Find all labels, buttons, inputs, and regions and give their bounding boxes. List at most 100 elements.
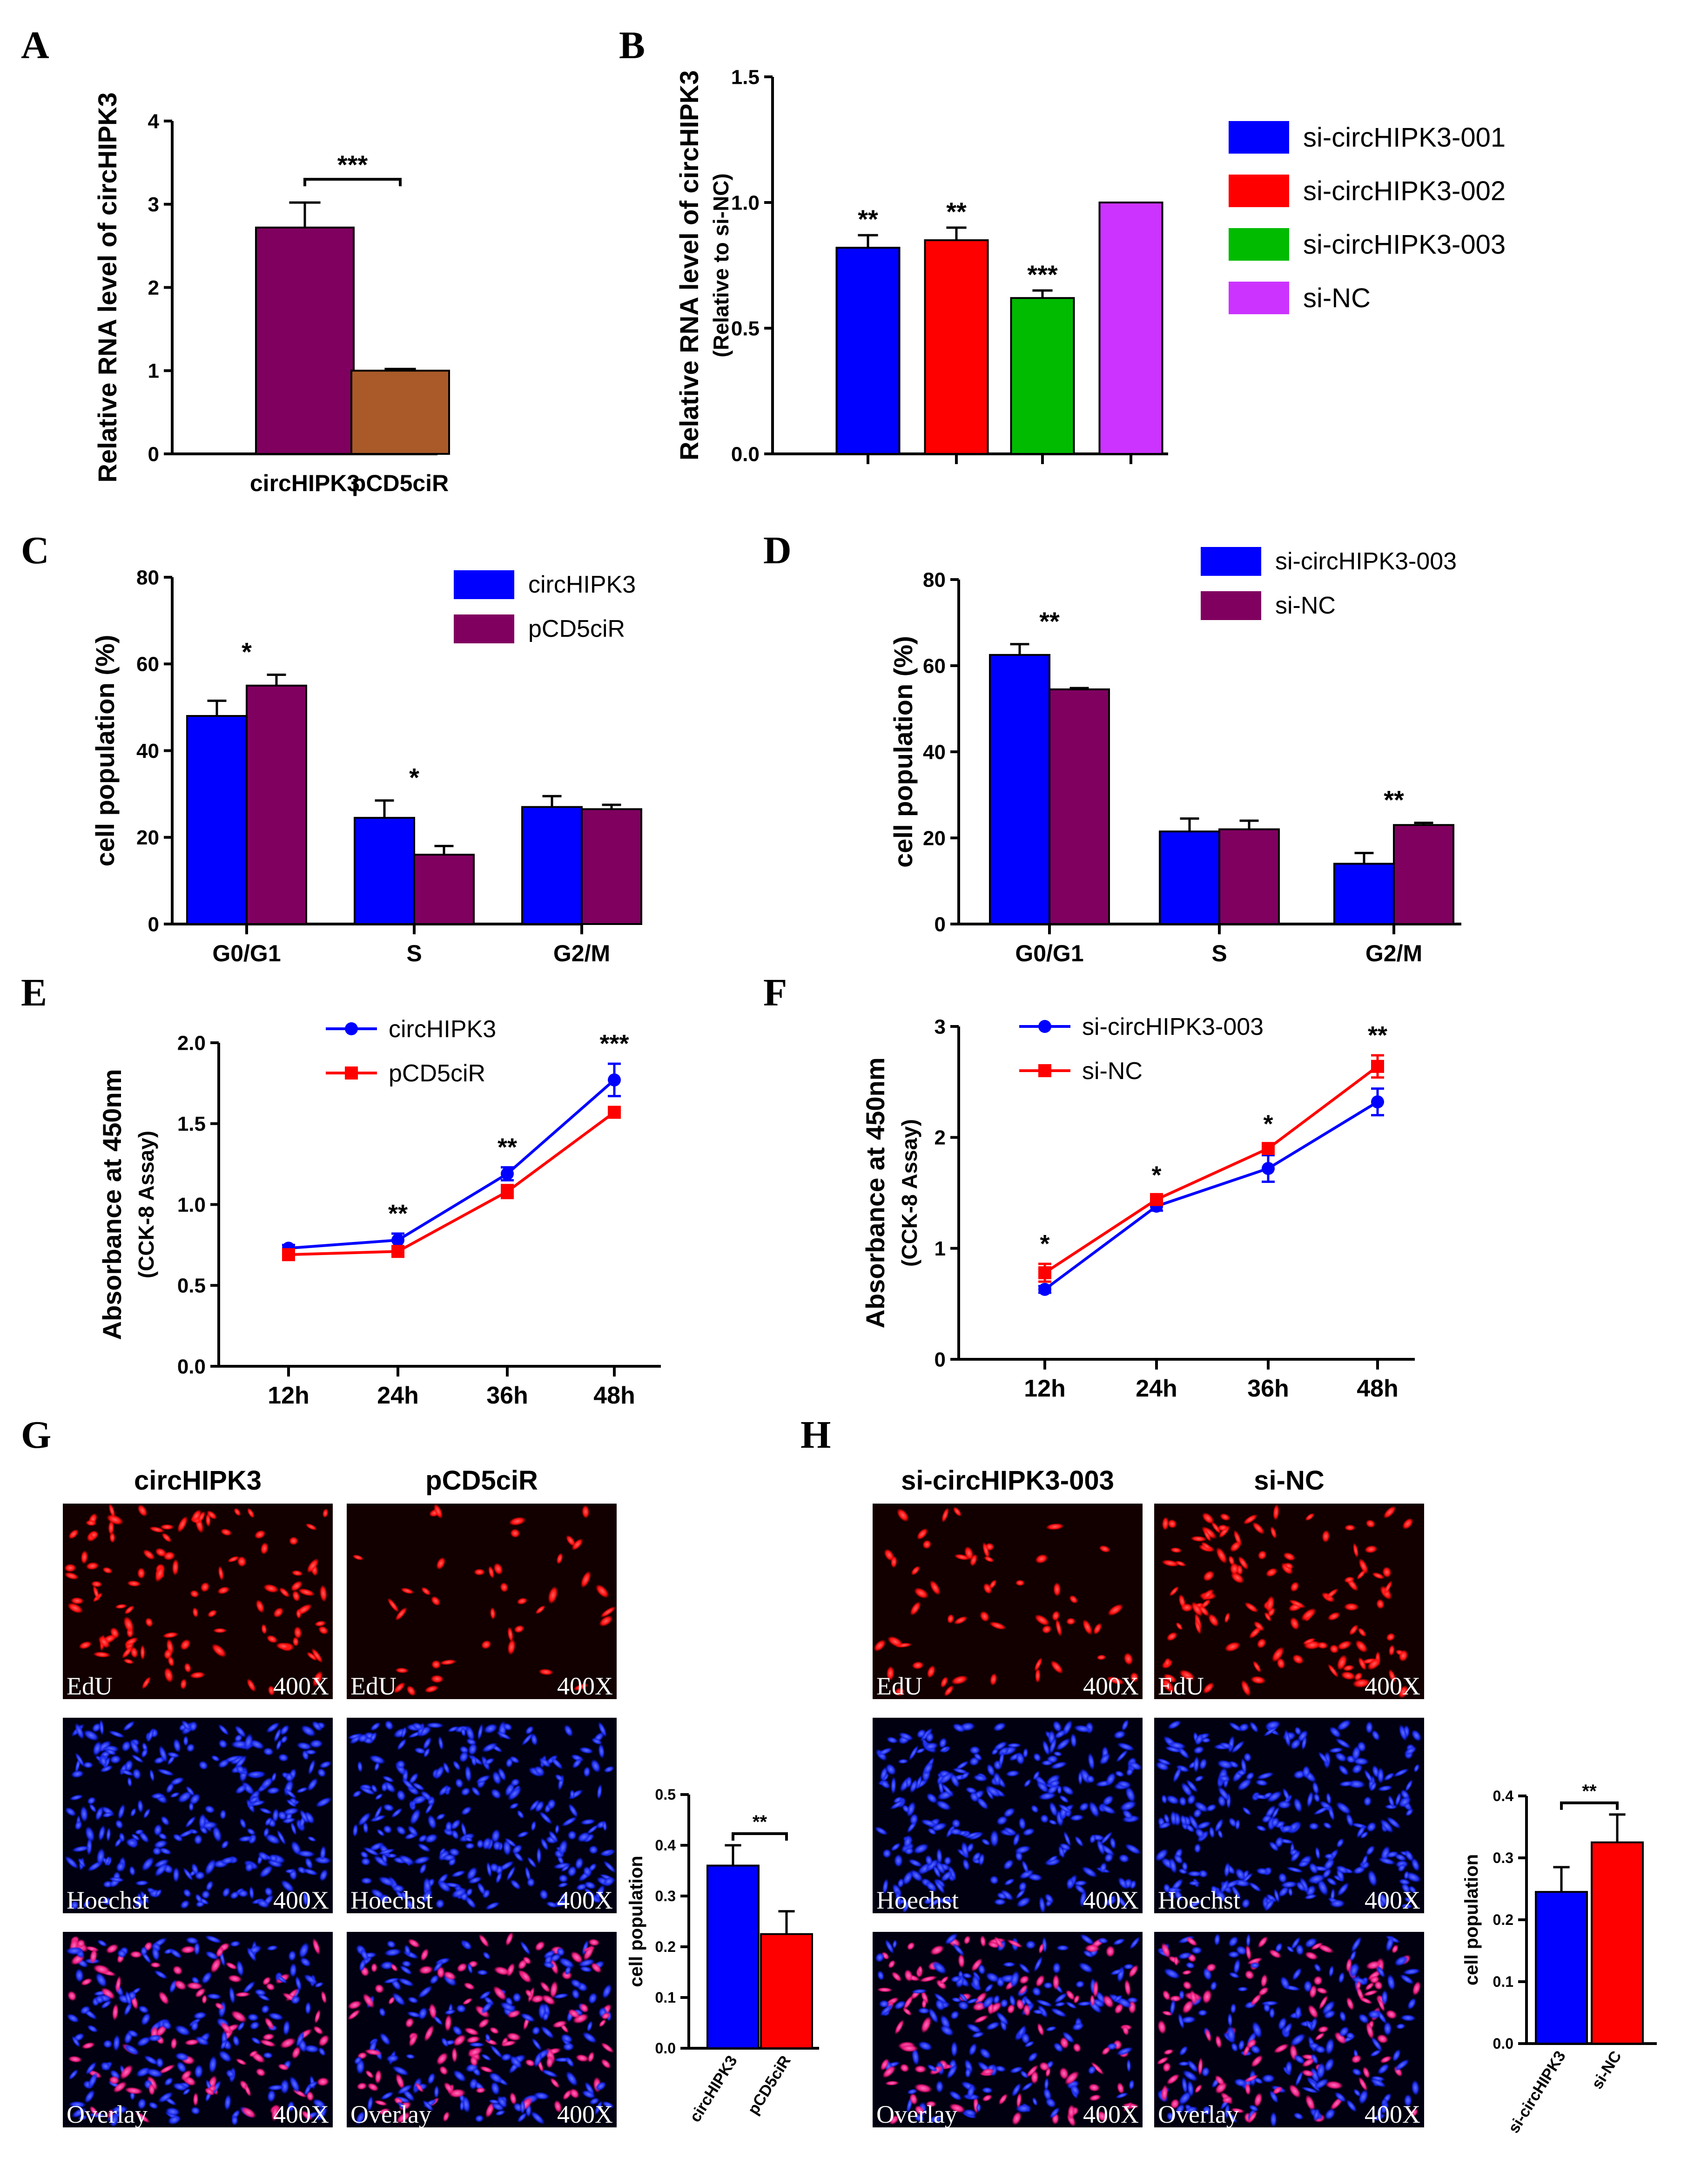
- cell-nucleus: [601, 2012, 611, 2020]
- significance-stars: **: [388, 1200, 408, 1228]
- cell-nucleus: [928, 2007, 939, 2024]
- y-tick-label: 2: [935, 1127, 946, 1149]
- bar-circHIPK3: [255, 226, 355, 455]
- cell-nucleus: [542, 2011, 549, 2022]
- cell-nucleus: [982, 1995, 995, 2009]
- micrograph-overlay: [63, 1932, 333, 2127]
- cell-nucleus: [1370, 1781, 1377, 1792]
- y-tick-label: 0.0: [731, 443, 760, 466]
- cell-nucleus: [527, 1856, 537, 1869]
- cell-nucleus: [951, 1997, 962, 2003]
- cell-nucleus: [981, 2087, 993, 2094]
- cell-nucleus: [1231, 1740, 1245, 1754]
- cell-nucleus: [1058, 1803, 1073, 1814]
- cell-nucleus: [459, 2100, 464, 2112]
- cell-nucleus: [1367, 1869, 1378, 1887]
- cell-nucleus: [1103, 1897, 1117, 1906]
- cell-nucleus: [1270, 1526, 1277, 1539]
- cell-nucleus: [347, 2009, 361, 2020]
- y-tick-label: 1.5: [177, 1113, 206, 1135]
- cell-nucleus: [478, 1934, 490, 1948]
- cell-nucleus: [132, 1768, 141, 1780]
- cell-nucleus: [1194, 1775, 1204, 1782]
- cell-nucleus: [1336, 1838, 1345, 1848]
- cell-nucleus: [909, 1779, 918, 1794]
- cell-nucleus: [874, 1826, 888, 1836]
- cell-nucleus: [517, 2112, 527, 2123]
- cell-nucleus: [1327, 1664, 1339, 1678]
- cell-nucleus: [591, 1737, 603, 1745]
- cell-nucleus: [598, 1743, 605, 1759]
- cell-nucleus: [1215, 2035, 1222, 2049]
- cell-nucleus: [1099, 1804, 1116, 1815]
- cell-nucleus: [161, 1532, 172, 1543]
- cell-nucleus: [204, 2087, 215, 2096]
- cell-nucleus: [1034, 1614, 1050, 1626]
- cell-nucleus: [1290, 1738, 1301, 1750]
- cell-nucleus: [1302, 1765, 1311, 1779]
- cell-nucleus: [1249, 2105, 1259, 2112]
- y-axis-title: Absorbance at 450nm: [97, 1069, 127, 1340]
- x-tick-label: G2/M: [553, 940, 610, 966]
- magnification-label: 400X: [1083, 2100, 1139, 2128]
- cell-nucleus: [965, 2067, 972, 2079]
- cell-nucleus: [383, 1977, 400, 1984]
- cell-nucleus: [589, 2097, 600, 2105]
- cell-nucleus: [517, 1831, 529, 1838]
- cell-nucleus: [586, 2020, 593, 2032]
- cell-nucleus: [64, 1856, 79, 1869]
- cell-nucleus: [460, 1822, 467, 1838]
- cell-nucleus: [246, 1947, 257, 1962]
- cell-nucleus: [602, 2101, 614, 2109]
- x-tick-label: pCD5ciR: [744, 2052, 794, 2118]
- bar-pCD5ciR-G0/G1: [246, 684, 307, 925]
- cell-nucleus: [517, 1598, 528, 1605]
- cell-nucleus: [1352, 2068, 1362, 2076]
- cell-nucleus: [175, 2052, 189, 2061]
- cell-nucleus: [1378, 1857, 1396, 1865]
- cell-nucleus: [154, 1970, 168, 1979]
- cell-nucleus: [921, 2016, 932, 2033]
- cell-nucleus: [151, 1946, 160, 1961]
- chart-B: ** *****si-circHIPK3-001si-circHIPK3-002s…: [773, 121, 1506, 464]
- cell-nucleus: [1180, 2016, 1196, 2024]
- cell-nucleus: [1044, 2077, 1049, 2091]
- cell-nucleus: [1113, 1995, 1123, 2003]
- cell-nucleus: [161, 2020, 172, 2030]
- cell-nucleus: [1090, 2061, 1104, 2075]
- cell-nucleus: [244, 2084, 251, 2097]
- cell-nucleus: [158, 1991, 169, 2005]
- y-tick-label: 3: [148, 193, 159, 216]
- cell-nucleus: [1201, 2066, 1210, 2077]
- cell-nucleus: [597, 1783, 603, 1800]
- cell-nucleus: [1293, 2054, 1305, 2065]
- significance-stars: **: [946, 197, 967, 226]
- cell-nucleus: [503, 1723, 513, 1731]
- cell-nucleus: [1078, 1771, 1083, 1786]
- cell-nucleus: [464, 1896, 477, 1909]
- cell-nucleus: [1301, 1735, 1307, 1751]
- cell-nucleus: [1181, 1782, 1193, 1797]
- cell-nucleus: [879, 2000, 890, 2008]
- cell-nucleus: [976, 2103, 982, 2112]
- cell-nucleus: [137, 1567, 146, 1579]
- cell-nucleus: [467, 2047, 483, 2058]
- cell-nucleus: [1115, 2092, 1129, 2099]
- cell-nucleus: [535, 1605, 546, 1614]
- cell-nucleus: [1053, 1751, 1062, 1757]
- cell-nucleus: [1219, 1879, 1230, 1894]
- cell-nucleus: [129, 1950, 142, 1958]
- cell-nucleus: [184, 2039, 200, 2046]
- cell-nucleus: [903, 1835, 913, 1849]
- cell-nucleus: [961, 1841, 969, 1859]
- cell-nucleus: [177, 1791, 193, 1803]
- cell-nucleus: [1023, 1779, 1032, 1788]
- cell-nucleus: [1167, 1720, 1182, 1730]
- cell-nucleus: [1217, 1829, 1224, 1839]
- cell-nucleus: [427, 1814, 437, 1830]
- cell-nucleus: [235, 2058, 247, 2065]
- cell-nucleus: [909, 1869, 923, 1882]
- cell-nucleus: [137, 1799, 144, 1813]
